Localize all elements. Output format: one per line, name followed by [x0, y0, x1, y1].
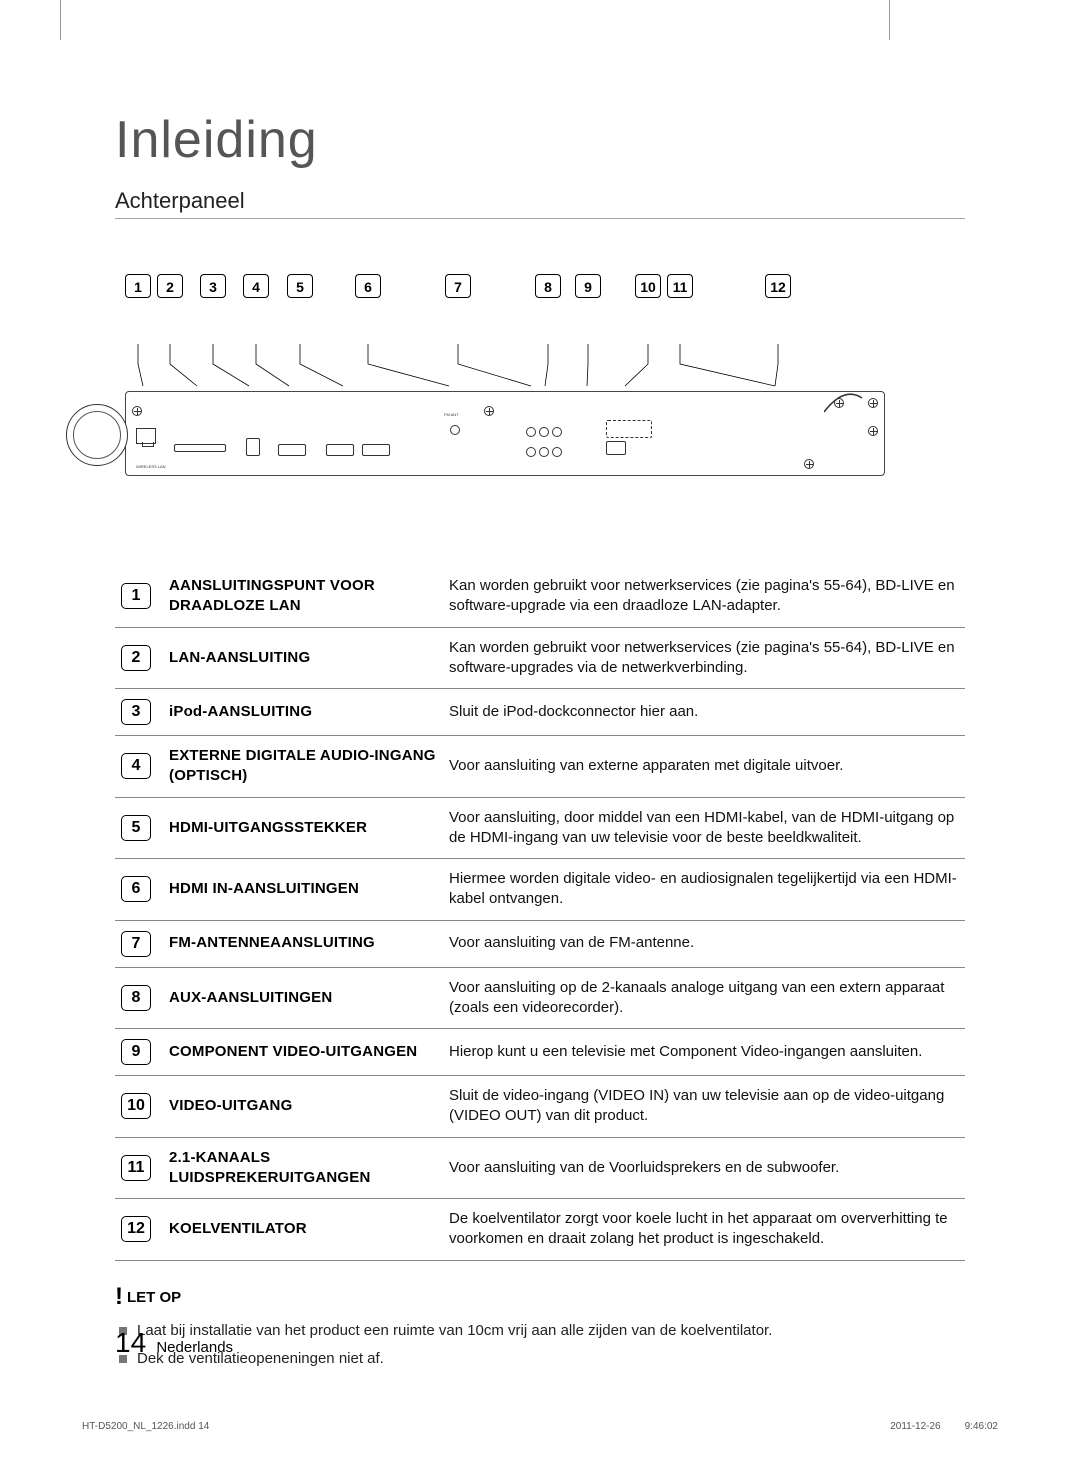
- row-description: Kan worden gebruikt voor netwerkservices…: [443, 566, 965, 627]
- page-number: 14: [115, 1327, 146, 1358]
- callout-box: 9: [575, 274, 601, 298]
- note-list: Laat bij installatie van het product een…: [115, 1317, 965, 1374]
- row-description: Sluit de iPod-dockconnector hier aan.: [443, 689, 965, 736]
- row-number: 7: [121, 931, 151, 957]
- row-description: Voor aansluiting van externe apparaten m…: [443, 736, 965, 798]
- row-number-cell: 1: [115, 566, 163, 627]
- row-description: Kan worden gebruikt voor netwerkservices…: [443, 627, 965, 689]
- row-label: COMPONENT VIDEO-UITGANGEN: [163, 1029, 443, 1076]
- row-label: AANSLUITINGSPUNT VOOR DRAADLOZE LAN: [163, 566, 443, 627]
- table-row: 10 VIDEO-UITGANGSluit de video-ingang (VI…: [115, 1076, 965, 1138]
- note-block: !LET OP Laat bij installatie van het pro…: [115, 1283, 965, 1374]
- row-number: 12: [121, 1216, 151, 1242]
- row-label: HDMI-UITGANGSSTEKKER: [163, 797, 443, 859]
- row-number-cell: 11: [115, 1137, 163, 1199]
- row-number-cell: 10: [115, 1076, 163, 1138]
- row-number-cell: 9: [115, 1029, 163, 1076]
- note-item: Dek de ventilatieopeneningen niet af.: [115, 1345, 965, 1374]
- connector-table: 1 AANSLUITINGSPUNT VOOR DRAADLOZE LANKan …: [115, 566, 965, 1261]
- row-label: VIDEO-UITGANG: [163, 1076, 443, 1138]
- row-label: iPod-AANSLUITING: [163, 689, 443, 736]
- page: Inleiding Achterpaneel 123456789101112 W…: [0, 0, 1080, 1434]
- callout-box: 1: [125, 274, 151, 298]
- table-row: 11 2.1-KANAALS LUIDSPREKERUITGANGENVoor a…: [115, 1137, 965, 1199]
- row-number: 1: [121, 583, 151, 609]
- row-number-cell: 7: [115, 920, 163, 967]
- print-time: 9:46:02: [965, 1421, 998, 1432]
- diagram-leader-lines: [125, 344, 965, 391]
- row-label: HDMI IN-AANSLUITINGEN: [163, 859, 443, 921]
- page-footer: 14 Nederlands: [115, 1327, 233, 1359]
- row-description: Hierop kunt u een televisie met Componen…: [443, 1029, 965, 1076]
- callout-box: 11: [667, 274, 693, 298]
- callout-box: 12: [765, 274, 791, 298]
- row-number-cell: 5: [115, 797, 163, 859]
- row-number-cell: 4: [115, 736, 163, 798]
- callout-box: 2: [157, 274, 183, 298]
- diagram-callouts: 123456789101112: [125, 274, 965, 304]
- table-row: 7 FM-ANTENNEAANSLUITINGVoor aansluiting v…: [115, 920, 965, 967]
- row-label: KOELVENTILATOR: [163, 1199, 443, 1261]
- row-number: 2: [121, 645, 151, 671]
- callout-box: 4: [243, 274, 269, 298]
- row-label: LAN-AANSLUITING: [163, 627, 443, 689]
- row-number-cell: 3: [115, 689, 163, 736]
- callout-box: 3: [200, 274, 226, 298]
- note-heading-text: LET OP: [127, 1289, 181, 1306]
- row-description: Hiermee worden digitale video- en audios…: [443, 859, 965, 921]
- print-date: 2011-12-26: [890, 1421, 940, 1432]
- table-row: 2 LAN-AANSLUITINGKan worden gebruikt voor…: [115, 627, 965, 689]
- row-number: 9: [121, 1039, 151, 1065]
- row-number-cell: 6: [115, 859, 163, 921]
- table-row: 9 COMPONENT VIDEO-UITGANGENHierop kunt u …: [115, 1029, 965, 1076]
- row-number: 5: [121, 815, 151, 841]
- table-row: 6 HDMI IN-AANSLUITINGENHiermee worden dig…: [115, 859, 965, 921]
- callout-box: 10: [635, 274, 661, 298]
- callout-box: 7: [445, 274, 471, 298]
- row-number: 8: [121, 985, 151, 1011]
- warning-icon: !: [115, 1283, 123, 1311]
- row-description: Voor aansluiting van de Voorluidsprekers…: [443, 1137, 965, 1199]
- table-row: 1 AANSLUITINGSPUNT VOOR DRAADLOZE LANKan …: [115, 566, 965, 627]
- page-language: Nederlands: [156, 1339, 233, 1356]
- row-number: 4: [121, 753, 151, 779]
- row-description: Voor aansluiting van de FM-antenne.: [443, 920, 965, 967]
- row-description: Voor aansluiting op de 2-kanaals analoge…: [443, 967, 965, 1029]
- row-number-cell: 8: [115, 967, 163, 1029]
- row-number: 3: [121, 699, 151, 725]
- page-title: Inleiding: [115, 110, 965, 170]
- table-row: 5 HDMI-UITGANGSSTEKKERVoor aansluiting, d…: [115, 797, 965, 859]
- row-description: De koelventilator zorgt voor koele lucht…: [443, 1199, 965, 1261]
- row-number-cell: 2: [115, 627, 163, 689]
- table-row: 8 AUX-AANSLUITINGENVoor aansluiting op de…: [115, 967, 965, 1029]
- row-number-cell: 12: [115, 1199, 163, 1261]
- row-label: 2.1-KANAALS LUIDSPREKERUITGANGEN: [163, 1137, 443, 1199]
- row-label: AUX-AANSLUITINGEN: [163, 967, 443, 1029]
- note-heading: !LET OP: [115, 1283, 965, 1311]
- row-number: 10: [121, 1093, 151, 1119]
- callout-box: 5: [287, 274, 313, 298]
- print-meta: HT-D5200_NL_1226.indd 14 2011-12-26 9:46…: [82, 1421, 998, 1432]
- callout-box: 8: [535, 274, 561, 298]
- print-file: HT-D5200_NL_1226.indd 14: [82, 1421, 209, 1432]
- row-label: EXTERNE DIGITALE AUDIO-INGANG (OPTISCH): [163, 736, 443, 798]
- row-number: 6: [121, 876, 151, 902]
- page-subtitle: Achterpaneel: [115, 188, 965, 219]
- row-number: 11: [121, 1155, 151, 1181]
- note-item: Laat bij installatie van het product een…: [115, 1317, 965, 1346]
- callout-box: 6: [355, 274, 381, 298]
- rear-panel-illustration: WIRELESS LAN FM ANT: [125, 391, 885, 476]
- connector-table-body: 1 AANSLUITINGSPUNT VOOR DRAADLOZE LANKan …: [115, 566, 965, 1260]
- table-row: 3 iPod-AANSLUITINGSluit de iPod-dockconne…: [115, 689, 965, 736]
- row-description: Sluit de video-ingang (VIDEO IN) van uw …: [443, 1076, 965, 1138]
- table-row: 4 EXTERNE DIGITALE AUDIO-INGANG (OPTISCH)…: [115, 736, 965, 798]
- row-description: Voor aansluiting, door middel van een HD…: [443, 797, 965, 859]
- rear-panel-diagram: 123456789101112 WIRELESS LAN: [125, 274, 965, 476]
- table-row: 12 KOELVENTILATORDe koelventilator zorgt …: [115, 1199, 965, 1261]
- row-label: FM-ANTENNEAANSLUITING: [163, 920, 443, 967]
